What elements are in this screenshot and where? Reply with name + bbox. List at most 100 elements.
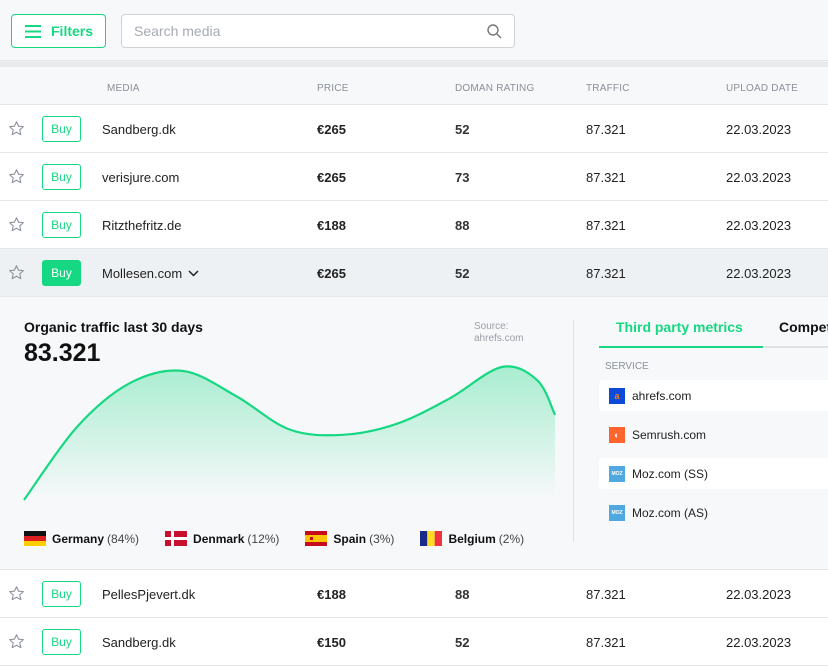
- service-moz-ss[interactable]: MOZ Moz.com (SS): [599, 458, 828, 489]
- date-cell: 22.03.2023: [726, 170, 792, 185]
- buy-button[interactable]: Buy: [42, 212, 81, 238]
- date-cell: 22.03.2023: [726, 266, 792, 281]
- rating-cell: 88: [455, 587, 470, 602]
- media-name: Ritzthefritz.de: [102, 218, 182, 233]
- date-cell: 22.03.2023: [726, 122, 792, 137]
- source-note: Source: ahrefs.com: [474, 321, 534, 345]
- country-name: Belgium: [448, 531, 496, 546]
- service-header: SERVICE: [605, 361, 649, 372]
- star-icon[interactable]: [8, 168, 25, 185]
- price-cell: €265: [317, 266, 346, 281]
- service-semrush[interactable]: ◐ Semrush.com: [599, 419, 828, 450]
- service-name: Moz.com (AS): [632, 505, 709, 520]
- service-moz-as[interactable]: MOZ Moz.com (AS): [599, 497, 828, 528]
- star-icon[interactable]: [8, 216, 25, 233]
- header-traffic[interactable]: TRAFFIC: [586, 83, 630, 94]
- table-header: MEDIA PRICE DOMAN RATING TRAFFIC UPLOAD …: [0, 67, 828, 105]
- tab-competitors[interactable]: Competitors: [779, 319, 828, 335]
- buy-button[interactable]: Buy: [42, 260, 81, 286]
- search-icon[interactable]: [487, 23, 502, 39]
- country-name: Denmark: [193, 531, 245, 546]
- media-cell[interactable]: PellesPjevert.dk: [102, 587, 195, 602]
- rating-cell: 88: [455, 218, 470, 233]
- table-row[interactable]: Buy verisjure.com €265 73 87.321 22.03.2…: [0, 153, 828, 201]
- country-denmark: Denmark (12%): [165, 531, 279, 546]
- toolbar: Filters: [0, 0, 828, 61]
- filters-label: Filters: [51, 23, 94, 39]
- table-row[interactable]: Buy Sandberg.dk €265 52 87.321 22.03.202…: [0, 105, 828, 153]
- metrics-tabs: Third party metrics Competitors: [599, 319, 828, 348]
- belgium-flag-icon: [420, 531, 443, 546]
- media-cell[interactable]: Ritzthefritz.de: [102, 218, 181, 233]
- header-media[interactable]: MEDIA: [107, 83, 140, 94]
- moz-logo-icon: MOZ: [609, 504, 625, 521]
- table-row[interactable]: Buy Ritzthefritz.de €188 88 87.321 22.03…: [0, 201, 828, 249]
- filters-button[interactable]: Filters: [11, 14, 106, 48]
- date-cell: 22.03.2023: [726, 635, 792, 650]
- country-name: Germany: [52, 531, 105, 546]
- active-tab-indicator: [599, 346, 763, 348]
- buy-button[interactable]: Buy: [42, 629, 81, 655]
- star-icon[interactable]: [8, 633, 25, 650]
- price-cell: €265: [317, 122, 346, 137]
- media-name: PellesPjevert.dk: [102, 587, 196, 602]
- table-row[interactable]: Buy Sandberg.dk €150 52 87.321 22.03.202…: [0, 618, 828, 666]
- service-ahrefs[interactable]: a ahrefs.com: [599, 380, 828, 411]
- price-cell: €265: [317, 170, 346, 185]
- traffic-title: Organic traffic last 30 days: [24, 319, 203, 335]
- media-cell[interactable]: verisjure.com: [102, 170, 179, 185]
- traffic-cell: 87.321: [586, 170, 626, 185]
- menu-icon: [25, 24, 41, 38]
- media-details-panel: Organic traffic last 30 days 83.321 Sour…: [0, 297, 828, 570]
- table-row[interactable]: Buy PellesPjevert.dk €188 88 87.321 22.0…: [0, 570, 828, 618]
- date-cell: 22.03.2023: [726, 218, 792, 233]
- table-row[interactable]: Buy Mollesen.com €265 52 87.321 22.03.20…: [0, 249, 828, 297]
- traffic-cell: 87.321: [586, 587, 626, 602]
- star-icon[interactable]: [8, 264, 25, 281]
- traffic-line: [23, 365, 556, 501]
- germany-flag-icon: [24, 531, 46, 546]
- header-rating[interactable]: DOMAN RATING: [455, 83, 535, 94]
- service-name: Semrush.com: [632, 427, 707, 442]
- header-upload-date[interactable]: UPLOAD DATE: [726, 83, 799, 94]
- search-input[interactable]: [134, 23, 487, 39]
- traffic-cell: 87.321: [586, 266, 626, 281]
- moz-logo-icon: MOZ: [609, 465, 625, 482]
- tab-third-party-metrics[interactable]: Third party metrics: [616, 319, 743, 335]
- rating-cell: 52: [455, 266, 470, 281]
- traffic-chart: [23, 365, 556, 501]
- denmark-flag-icon: [165, 531, 188, 546]
- country-name: Spain: [333, 531, 367, 546]
- media-cell[interactable]: Mollesen.com: [102, 266, 199, 281]
- media-name: Sandberg.dk: [102, 635, 176, 650]
- ahrefs-logo-icon: a: [609, 387, 625, 404]
- star-icon[interactable]: [8, 585, 25, 602]
- traffic-cell: 87.321: [586, 635, 626, 650]
- traffic-cell: 87.321: [586, 122, 626, 137]
- rating-cell: 52: [455, 635, 470, 650]
- service-name: Moz.com (SS): [632, 466, 709, 481]
- chevron-down-icon[interactable]: [188, 270, 199, 277]
- source-value: ahrefs.com: [474, 333, 524, 344]
- country-spain: Spain (3%): [305, 531, 394, 546]
- media-cell[interactable]: Sandberg.dk: [102, 122, 176, 137]
- date-cell: 22.03.2023: [726, 587, 792, 602]
- country-pct: (2%): [498, 531, 525, 546]
- buy-button[interactable]: Buy: [42, 164, 81, 190]
- buy-button[interactable]: Buy: [42, 116, 81, 142]
- country-list: Germany (84%) Denmark (12%) Spain (3%) Belg…: [24, 531, 550, 546]
- country-pct: (3%): [369, 531, 395, 546]
- country-pct: (12%): [247, 531, 280, 546]
- price-cell: €188: [317, 218, 346, 233]
- media-name: Sandberg.dk: [102, 122, 176, 137]
- spain-flag-icon: [305, 531, 328, 546]
- search-box: [121, 14, 515, 48]
- source-label: Source:: [474, 321, 509, 332]
- star-icon[interactable]: [8, 120, 25, 137]
- header-price[interactable]: PRICE: [317, 83, 349, 94]
- traffic-cell: 87.321: [586, 218, 626, 233]
- buy-button[interactable]: Buy: [42, 581, 81, 607]
- media-cell[interactable]: Sandberg.dk: [102, 635, 176, 650]
- media-name: Mollesen.com: [102, 266, 183, 281]
- country-germany: Germany (84%): [24, 531, 139, 546]
